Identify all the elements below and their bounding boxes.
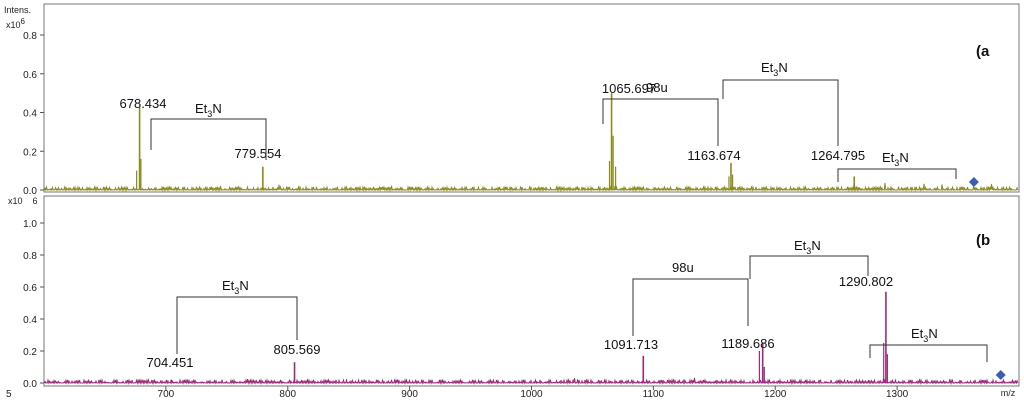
panel-a-y-tick-label: 0.6 — [23, 70, 37, 81]
panel-a-bracket-98u — [602, 98, 719, 146]
panel-a-y-tick-label: 0.8 — [23, 31, 37, 42]
panel-a-multiplier-exp: 6 — [21, 17, 26, 26]
panel-b-y-tick-label: 0.2 — [23, 347, 37, 358]
x-tick-label: 1200 — [764, 389, 787, 400]
panel-a-label: (a — [976, 43, 990, 60]
panel-b-bracket-et3n-2 — [749, 255, 869, 279]
panel-a-multiplier: x106 — [6, 17, 26, 30]
x-axis-cut-digit: 5 — [6, 389, 12, 400]
panel-b-y-tick-label: 0.4 — [23, 315, 37, 326]
panel-a-peaks — [138, 93, 856, 190]
panel-a-peak-label-1065.697: 1065.697 — [602, 81, 656, 96]
panel-a-ann-et3n-3: Et3N — [882, 150, 909, 168]
panel-b-bracket-et3n-3 — [869, 344, 988, 362]
x-tick-label: 1000 — [520, 389, 543, 400]
panel-b-peak-label-704.451: 704.451 — [147, 355, 194, 370]
panel-a-bracket-et3n-3 — [837, 168, 957, 182]
panel-b-peak-label-1189.686: 1189.686 — [721, 336, 774, 351]
panel-b-multiplier: x10 6 — [8, 196, 38, 206]
panel-a-peak-label-1264.795: 1264.795 — [811, 148, 865, 163]
x-tick-label: 1100 — [643, 389, 665, 400]
panel-b-bracket-et3n-1 — [176, 296, 298, 354]
panel-b-ann-et3n-3: Et3N — [911, 326, 938, 344]
panel-a-peak-label-678.434: 678.434 — [120, 96, 167, 111]
panel-b: x10 6 0.0 0.2 0.4 0.6 0.8 1.0 704.451 805.569 10… — [8, 195, 1020, 390]
panel-b-peak-label-805.569: 805.569 — [274, 342, 321, 357]
x-axis-ticks: 700 800 900 1000 1100 1200 1300 — [158, 386, 909, 400]
panel-a-peak-label-1163.674: 1163.674 — [687, 148, 740, 163]
panel-b-y-ticks: 0.0 0.2 0.4 0.6 0.8 1.0 — [23, 219, 44, 390]
panel-a-ann-98u: 98u — [646, 80, 668, 95]
panel-a-multiplier-base: x10 — [6, 20, 21, 30]
panel-b-ann-98u: 98u — [672, 260, 694, 275]
x-axis-label: m/z — [1001, 388, 1016, 398]
panel-a-peak-labels: 678.434 779.554 1065.697 1163.674 1264.795 — [120, 81, 866, 163]
panel-b-y-tick-label: 0.8 — [23, 251, 37, 262]
panel-a-baseline-noise — [44, 183, 1019, 192]
panel-a-bracket-et3n-2 — [722, 79, 839, 146]
x-tick-label: 700 — [158, 389, 175, 400]
x-tick-label: 900 — [401, 389, 418, 400]
panel-b-ann-et3n-2: Et3N — [794, 238, 821, 256]
y-axis-label: Intens. — [4, 5, 31, 15]
x-tick-label: 800 — [279, 389, 296, 400]
panel-a-peak-label-779.554: 779.554 — [235, 146, 282, 161]
panel-a-marker-diamond — [968, 177, 979, 187]
panel-b-multiplier-exp: 6 — [33, 196, 38, 206]
panel-b-ann-et3n-1: Et3N — [222, 278, 249, 296]
panel-b-marker-diamond — [995, 370, 1006, 380]
panel-b-bracket-98u — [632, 278, 749, 336]
panel-b-peaks — [170, 291, 887, 383]
panel-a-y-tick-label: 0.0 — [23, 186, 37, 197]
x-tick-label: 1300 — [886, 389, 909, 400]
panel-a-ann-et3n-2: Et3N — [761, 60, 788, 78]
panel-a-y-tick-label: 0.4 — [23, 109, 37, 120]
panel-b-precursor-marker — [995, 370, 1006, 380]
panel-b-peak-labels: 704.451 805.569 1091.713 1189.686 1290.802 — [147, 274, 894, 370]
panel-b-label: (b — [976, 232, 990, 249]
panel-b-y-tick-label: 0.6 — [23, 283, 37, 294]
panel-a-plot-frame — [43, 3, 1020, 193]
panel-b-minor-peaks — [758, 343, 888, 383]
panel-a-ann-et3n-1: Et3N — [195, 101, 222, 119]
panel-a-y-tick-label: 0.2 — [23, 147, 37, 158]
panel-a-minor-peaks — [136, 135, 734, 190]
panel-a-y-ticks: 0.0 0.2 0.4 0.6 0.8 — [23, 31, 44, 197]
panel-b-baseline-noise — [44, 377, 1019, 385]
panel-b-y-tick-label: 0.0 — [23, 379, 37, 390]
panel-a-bracket-et3n-1 — [150, 118, 267, 160]
panel-b-peak-label-1290.802: 1290.802 — [839, 274, 893, 289]
panel-b-multiplier-base: x10 — [8, 196, 23, 206]
panel-b-peak-label-1091.713: 1091.713 — [604, 337, 658, 352]
panel-a: Intens. x106 0.0 0.2 0.4 0.6 0.8 678.434 779.… — [4, 3, 1020, 197]
panel-b-y-tick-label: 1.0 — [23, 219, 37, 230]
panel-a-precursor-marker — [968, 177, 979, 187]
